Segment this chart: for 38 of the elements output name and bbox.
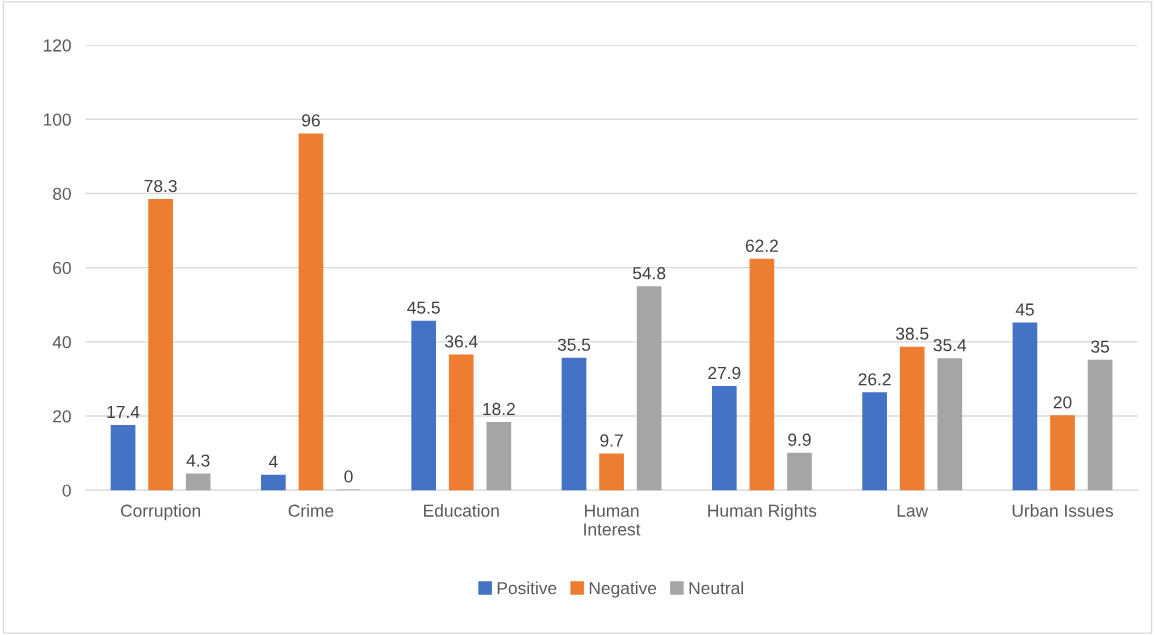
y-tick-label: 20 (53, 410, 71, 423)
data-label: 35 (1091, 340, 1110, 353)
data-label: 4.3 (186, 454, 210, 467)
legend-label: Neutral (689, 581, 743, 595)
data-label: 35.5 (557, 338, 591, 351)
x-tick-label: Crime (288, 504, 334, 517)
data-label: 78.3 (144, 179, 177, 193)
data-label: 62.2 (745, 239, 778, 252)
data-label: 35.4 (933, 339, 967, 352)
data-label: 4 (268, 455, 278, 468)
data-label: 17.4 (107, 405, 140, 418)
x-tick-label: Law (897, 504, 929, 517)
x-tick-label: Urban Issues (1012, 504, 1114, 517)
data-label: 27.9 (708, 366, 741, 380)
data-label: 54.8 (632, 267, 666, 280)
data-label: 9.9 (788, 433, 811, 446)
y-tick-label: 80 (53, 187, 71, 200)
x-tick-label: Corruption (120, 504, 201, 521)
y-tick-label: 120 (43, 39, 71, 52)
data-label: 45 (1015, 303, 1034, 316)
data-label: 26.2 (858, 373, 891, 386)
y-tick-label: 60 (53, 261, 71, 275)
x-tick-label: Human Rights (708, 504, 817, 521)
data-label: 96 (302, 114, 320, 127)
x-tick-label: Human Interest (584, 504, 641, 536)
data-label: 45.5 (407, 301, 440, 314)
data-label: 20 (1053, 396, 1072, 409)
data-label: 18.2 (483, 402, 515, 416)
y-tick-label: 100 (43, 113, 71, 126)
data-label: 36.4 (445, 335, 478, 348)
legend-label: Positive (497, 581, 557, 595)
data-label: 9.7 (600, 434, 623, 447)
y-tick-label: 0 (62, 484, 71, 497)
data-label: 0 (344, 470, 353, 483)
x-tick-label: Education (424, 504, 499, 517)
y-tick-label: 40 (52, 336, 71, 349)
data-label: 38.5 (895, 327, 929, 340)
legend-label: Negative (589, 581, 657, 598)
